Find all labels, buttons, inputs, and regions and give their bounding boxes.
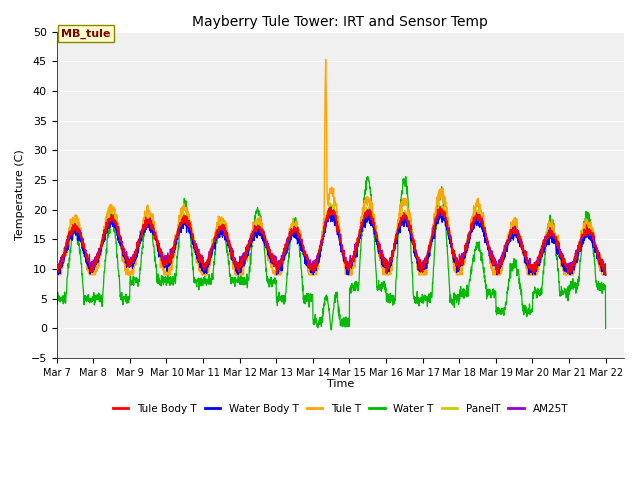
Y-axis label: Temperature (C): Temperature (C) bbox=[15, 149, 25, 240]
X-axis label: Time: Time bbox=[326, 379, 354, 389]
Legend: Tule Body T, Water Body T, Tule T, Water T, PanelT, AM25T: Tule Body T, Water Body T, Tule T, Water… bbox=[109, 400, 572, 418]
Title: Mayberry Tule Tower: IRT and Sensor Temp: Mayberry Tule Tower: IRT and Sensor Temp bbox=[193, 15, 488, 29]
Text: MB_tule: MB_tule bbox=[61, 28, 111, 38]
